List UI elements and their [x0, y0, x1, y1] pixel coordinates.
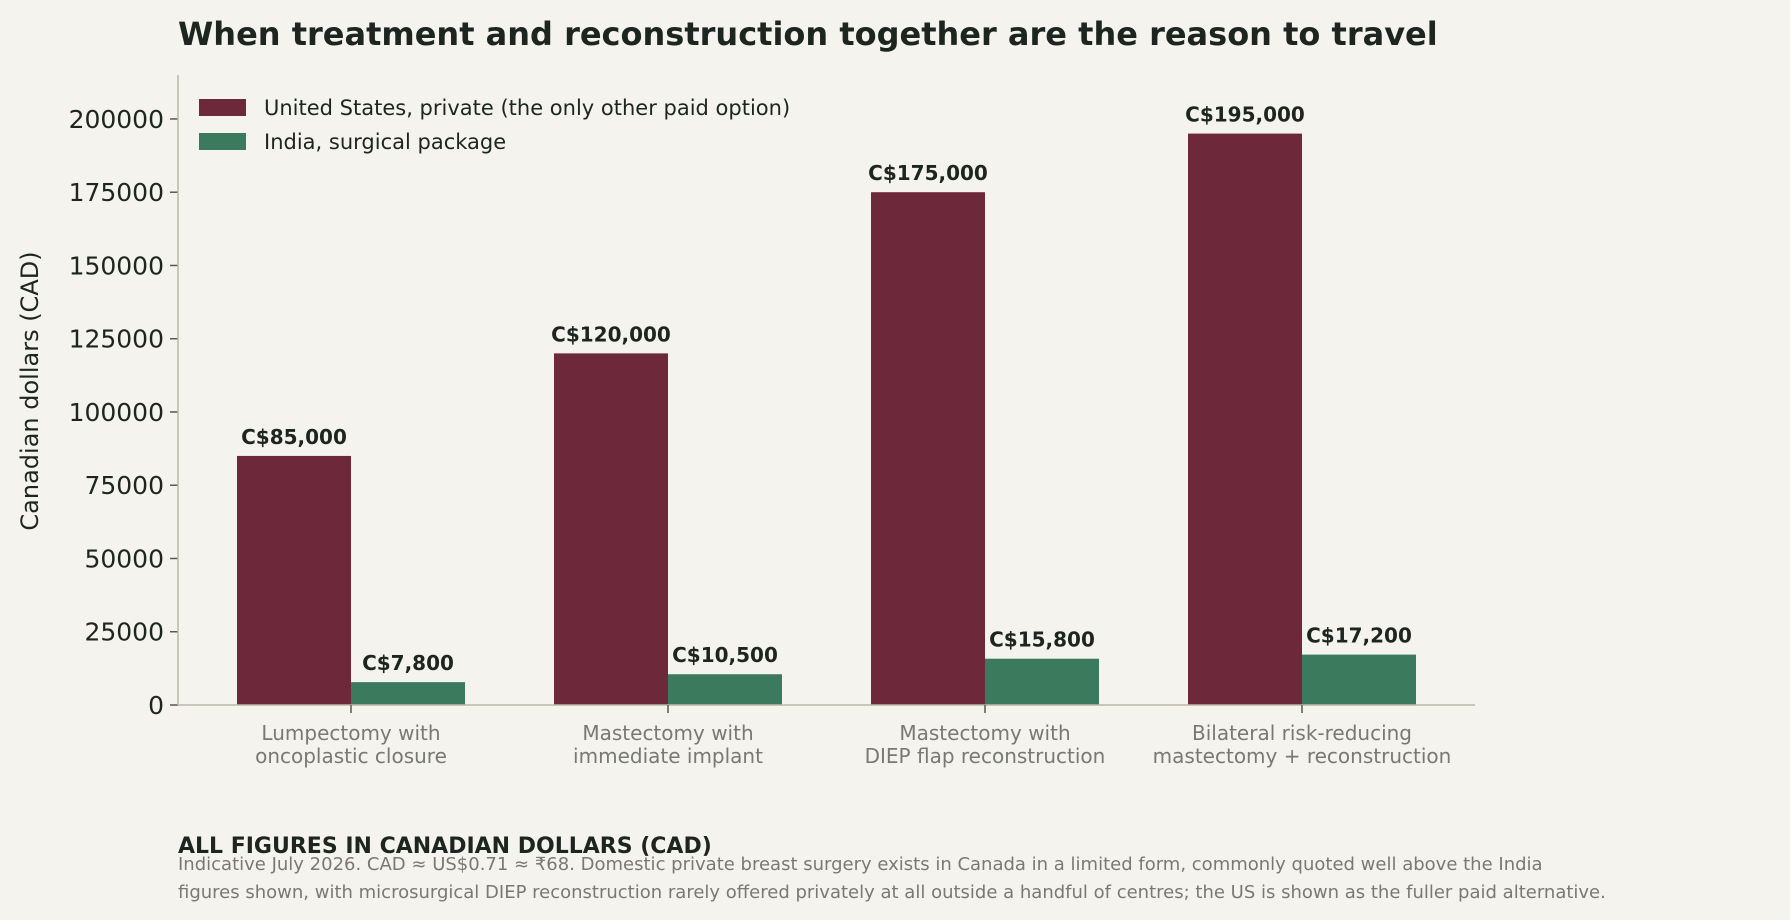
- bar-series-1: [871, 192, 985, 706]
- y-tick-label: 25000: [84, 618, 164, 647]
- legend-swatch: [199, 99, 246, 116]
- legend-label: United States, private (the only other p…: [264, 96, 790, 120]
- bar-series-2: [351, 682, 465, 705]
- y-tick-label: 125000: [69, 325, 164, 354]
- x-tick-label: Mastectomy with DIEP flap reconstruction: [865, 721, 1106, 768]
- chart-title: When treatment and reconstruction togeth…: [178, 15, 1438, 53]
- y-tick-label: 200000: [69, 105, 164, 134]
- bar-series-2: [985, 658, 1099, 705]
- bar-data-label: C$85,000: [241, 425, 347, 449]
- bar-data-label: C$175,000: [868, 161, 988, 185]
- y-tick-label: 75000: [84, 471, 164, 500]
- bar-series-2: [1302, 654, 1416, 705]
- x-tick-label: Bilateral risk-reducing mastectomy + reco…: [1153, 721, 1452, 768]
- legend-label: India, surgical package: [264, 130, 506, 154]
- y-tick-label: 175000: [69, 178, 164, 207]
- footnote-line-1: Indicative July 2026. CAD ≈ US$0.71 ≈ ₹6…: [178, 854, 1543, 875]
- bar-data-label: C$10,500: [672, 643, 778, 667]
- x-tick-label: Mastectomy with immediate implant: [573, 721, 763, 768]
- y-tick-label: 100000: [69, 398, 164, 427]
- y-tick-label: 150000: [69, 251, 164, 280]
- bar-data-labels: C$85,000 C$120,000 C$175,000 C$195,000 C$7,8…: [241, 103, 1412, 676]
- y-tick-label: 0: [148, 691, 164, 720]
- bar-series-1: [554, 353, 668, 705]
- y-axis-ticks: 0 25000 50000 75000 100000 125000 150000 175000…: [69, 105, 178, 720]
- y-axis-label: Canadian dollars (CAD): [16, 251, 44, 530]
- legend-swatch: [199, 133, 246, 150]
- bar-data-label: C$17,200: [1306, 624, 1412, 648]
- y-tick-label: 50000: [84, 544, 164, 573]
- bar-data-label: C$7,800: [362, 651, 454, 675]
- bar-data-label: C$195,000: [1185, 103, 1305, 127]
- bar-series-1: [1188, 133, 1302, 706]
- x-tick-label: Lumpectomy with oncoplastic closure: [255, 721, 447, 768]
- bar-data-label: C$15,800: [989, 628, 1095, 652]
- x-axis-ticks: Lumpectomy with oncoplastic closure Mastec…: [255, 705, 1451, 768]
- bar-series-1: [237, 455, 351, 705]
- bar-series-2: [668, 674, 782, 705]
- legend: United States, private (the only other p…: [199, 96, 790, 154]
- bar-data-label: C$120,000: [551, 322, 671, 346]
- footnote-heading: ALL FIGURES IN CANADIAN DOLLARS (CAD): [178, 834, 712, 859]
- footnote-line-2: figures shown, with microsurgical DIEP r…: [178, 882, 1606, 903]
- bars: [237, 133, 1416, 706]
